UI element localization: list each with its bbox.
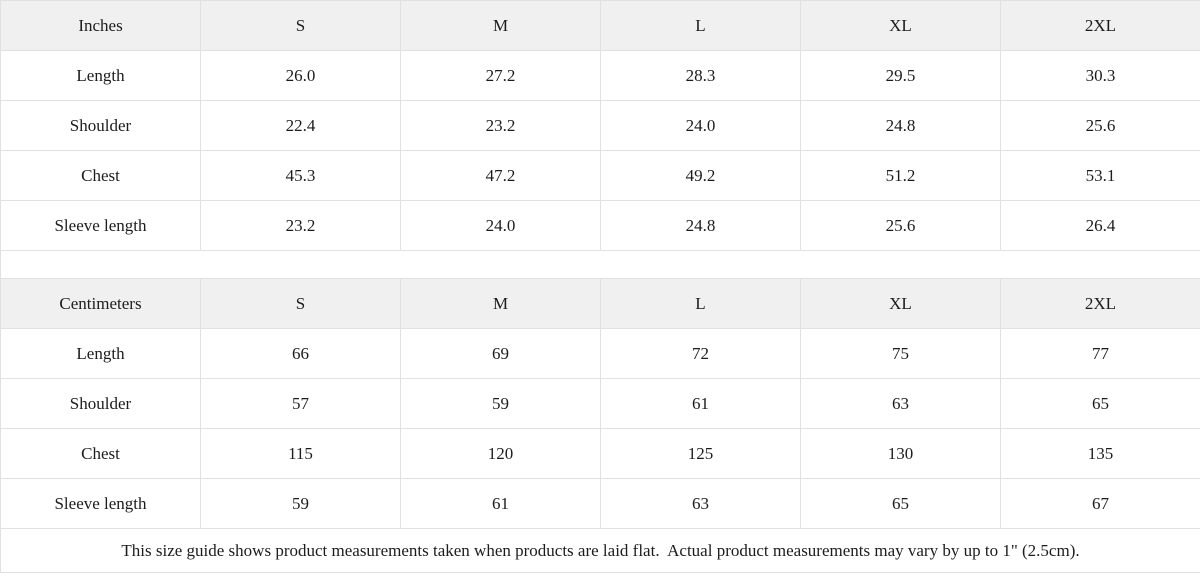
centimeters-size-header-l: L [600, 278, 801, 329]
value-cell: 53.1 [1000, 150, 1200, 201]
value-cell: 67 [1000, 478, 1200, 529]
row-label: Chest [0, 428, 201, 479]
value-cell: 72 [600, 328, 801, 379]
footer-note-row: This size guide shows product measuremen… [0, 528, 1200, 573]
value-cell: 115 [200, 428, 401, 479]
value-cell: 130 [800, 428, 1001, 479]
value-cell: 45.3 [200, 150, 401, 201]
centimeters-header-row: Centimeters S M L XL 2XL [0, 278, 1200, 329]
centimeters-size-header-s: S [200, 278, 401, 329]
value-cell: 30.3 [1000, 50, 1200, 101]
value-cell: 61 [400, 478, 601, 529]
value-cell: 65 [800, 478, 1001, 529]
centimeters-unit-header: Centimeters [0, 278, 201, 329]
inches-chest-row: Chest 45.3 47.2 49.2 51.2 53.1 [0, 150, 1200, 201]
value-cell: 26.0 [200, 50, 401, 101]
row-label: Sleeve length [0, 478, 201, 529]
value-cell: 22.4 [200, 100, 401, 151]
value-cell: 63 [800, 378, 1001, 429]
value-cell: 59 [400, 378, 601, 429]
inches-unit-header: Inches [0, 0, 201, 51]
centimeters-size-header-xl: XL [800, 278, 1001, 329]
row-label: Shoulder [0, 100, 201, 151]
value-cell: 51.2 [800, 150, 1001, 201]
value-cell: 24.0 [600, 100, 801, 151]
inches-size-header-l: L [600, 0, 801, 51]
value-cell: 26.4 [1000, 200, 1200, 251]
value-cell: 24.8 [800, 100, 1001, 151]
value-cell: 75 [800, 328, 1001, 379]
inches-size-header-s: S [200, 0, 401, 51]
centimeters-chest-row: Chest 115 120 125 130 135 [0, 428, 1200, 479]
table-spacer [0, 250, 1200, 279]
value-cell: 69 [400, 328, 601, 379]
value-cell: 125 [600, 428, 801, 479]
value-cell: 120 [400, 428, 601, 479]
centimeters-length-row: Length 66 69 72 75 77 [0, 328, 1200, 379]
row-label: Chest [0, 150, 201, 201]
value-cell: 66 [200, 328, 401, 379]
value-cell: 25.6 [1000, 100, 1200, 151]
centimeters-size-header-m: M [400, 278, 601, 329]
inches-size-header-m: M [400, 0, 601, 51]
value-cell: 61 [600, 378, 801, 429]
inches-sleeve-row: Sleeve length 23.2 24.0 24.8 25.6 26.4 [0, 200, 1200, 251]
value-cell: 135 [1000, 428, 1200, 479]
value-cell: 29.5 [800, 50, 1001, 101]
value-cell: 77 [1000, 328, 1200, 379]
value-cell: 47.2 [400, 150, 601, 201]
value-cell: 24.8 [600, 200, 801, 251]
centimeters-shoulder-row: Shoulder 57 59 61 63 65 [0, 378, 1200, 429]
value-cell: 63 [600, 478, 801, 529]
centimeters-size-header-2xl: 2XL [1000, 278, 1200, 329]
row-label: Length [0, 328, 201, 379]
footer-note: This size guide shows product measuremen… [0, 528, 1200, 573]
inches-size-header-2xl: 2XL [1000, 0, 1200, 51]
value-cell: 27.2 [400, 50, 601, 101]
value-cell: 59 [200, 478, 401, 529]
inches-size-header-xl: XL [800, 0, 1001, 51]
centimeters-sleeve-row: Sleeve length 59 61 63 65 67 [0, 478, 1200, 529]
value-cell: 65 [1000, 378, 1200, 429]
value-cell: 23.2 [200, 200, 401, 251]
inches-header-row: Inches S M L XL 2XL [0, 0, 1200, 51]
row-label: Length [0, 50, 201, 101]
value-cell: 57 [200, 378, 401, 429]
value-cell: 28.3 [600, 50, 801, 101]
row-label: Sleeve length [0, 200, 201, 251]
spacer-cell [0, 250, 1200, 279]
value-cell: 49.2 [600, 150, 801, 201]
row-label: Shoulder [0, 378, 201, 429]
inches-length-row: Length 26.0 27.2 28.3 29.5 30.3 [0, 50, 1200, 101]
value-cell: 23.2 [400, 100, 601, 151]
value-cell: 24.0 [400, 200, 601, 251]
inches-shoulder-row: Shoulder 22.4 23.2 24.0 24.8 25.6 [0, 100, 1200, 151]
value-cell: 25.6 [800, 200, 1001, 251]
